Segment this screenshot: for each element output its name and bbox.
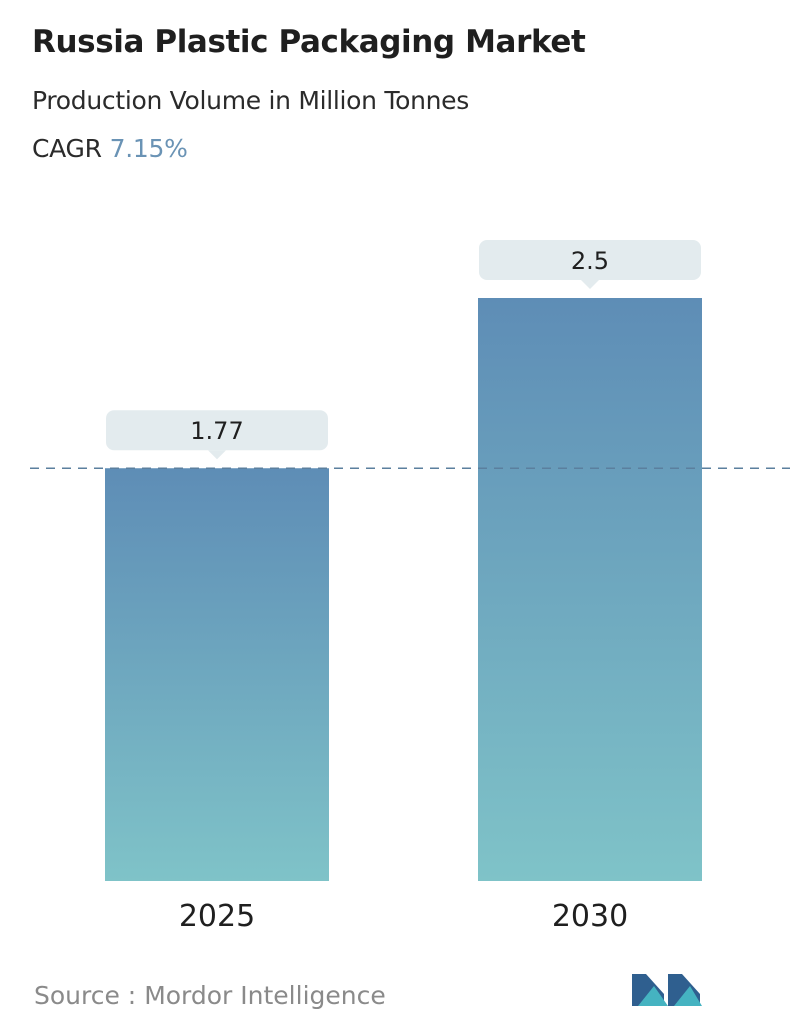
value-label: 2.5 bbox=[571, 247, 609, 275]
value-label: 1.77 bbox=[190, 417, 243, 445]
source-line: Source : Mordor Intelligence bbox=[34, 981, 386, 1010]
cagr-label: CAGR bbox=[32, 134, 102, 163]
value-label-box bbox=[106, 410, 328, 451]
value-label-callout: 1.77 bbox=[106, 410, 328, 460]
x-tick-label: 2025 bbox=[179, 899, 255, 934]
bar-2025 bbox=[105, 468, 329, 881]
source-label: Source : bbox=[34, 981, 137, 1010]
bar-chart: 1.77 2025 2.5 2030 bbox=[30, 240, 790, 934]
value-label-box bbox=[479, 240, 701, 280]
source-name: Mordor Intelligence bbox=[144, 981, 386, 1010]
mordor-intelligence-logo-icon bbox=[632, 974, 702, 1006]
chart-title: Russia Plastic Packaging Market bbox=[32, 24, 586, 60]
chart-subtitle: Production Volume in Million Tonnes bbox=[32, 86, 469, 115]
cagr-value: 7.15% bbox=[109, 134, 188, 163]
value-label-pointer bbox=[208, 450, 226, 460]
cagr-line: CAGR 7.15% bbox=[32, 134, 188, 163]
x-tick-label: 2030 bbox=[552, 899, 628, 934]
value-label-callout: 2.5 bbox=[479, 240, 701, 289]
bar-2030 bbox=[478, 298, 702, 881]
value-label-pointer bbox=[581, 280, 599, 289]
